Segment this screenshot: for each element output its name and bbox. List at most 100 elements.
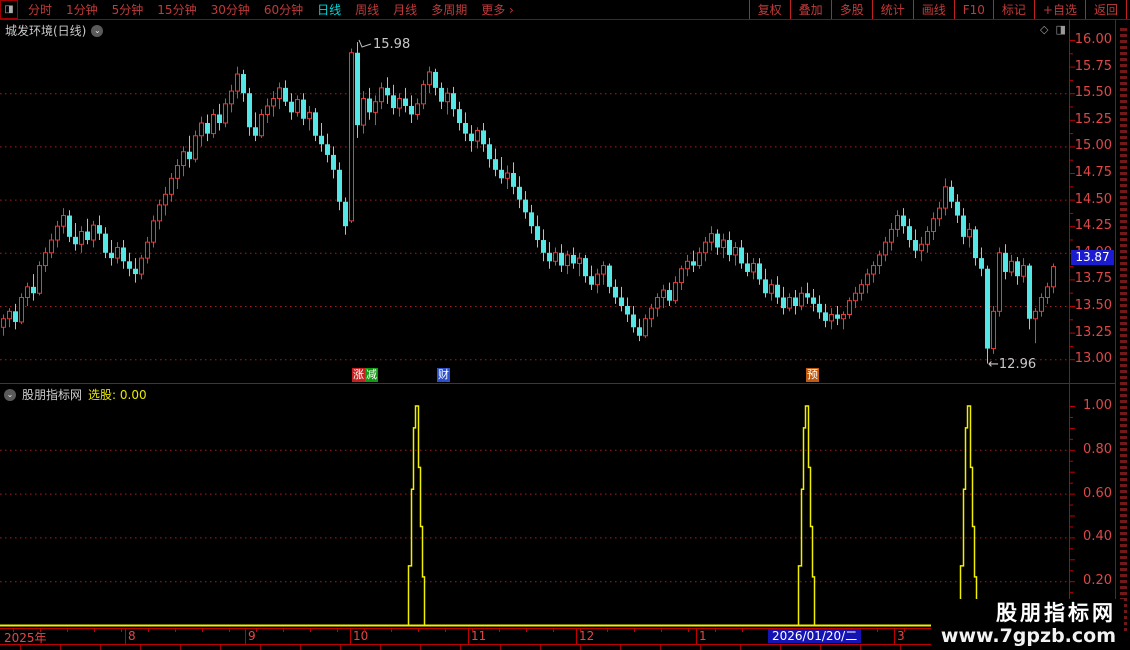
bottom-tick [540, 645, 541, 650]
date-minor-tick [904, 628, 905, 632]
bottom-tick [860, 645, 861, 650]
top-toolbar: ◨ 分时 1分钟 5分钟 15分钟 30分钟 60分钟 日线 周线 月线 多周期 更多 › 复权 叠加… [0, 0, 1130, 20]
date-minor-tick [13, 628, 14, 632]
event-marker[interactable]: 减 [365, 368, 378, 382]
month-separator [125, 628, 126, 644]
indicator-value: 选股: 0.00 [88, 388, 147, 402]
date-minor-tick [310, 628, 311, 632]
month-separator [350, 628, 351, 644]
bottom-tick [500, 645, 501, 650]
date-minor-tick [148, 628, 149, 632]
month-label: 8 [128, 629, 136, 643]
bottom-tick [220, 645, 221, 650]
event-marker[interactable]: 涨 [352, 368, 365, 382]
indicator-tick-label: 0.20 [1083, 573, 1112, 589]
period-tab-6[interactable]: 日线 [317, 3, 342, 17]
bottom-tick [820, 645, 821, 650]
panel-toggle-icon[interactable]: ◨ [1055, 23, 1066, 36]
event-marker[interactable]: 预 [806, 368, 819, 382]
indicator-header: ⌄ 股朋指标网 选股: 0.00 [4, 386, 147, 403]
watermark-url: www.7gpzb.com [940, 625, 1116, 647]
period-tab-2[interactable]: 5分钟 [111, 3, 144, 17]
date-minor-tick [94, 628, 95, 632]
action-button-3[interactable]: 统计 [871, 0, 913, 19]
price-tick-label: 15.75 [1074, 58, 1112, 74]
bottom-tick [380, 645, 381, 650]
bottom-tick [460, 645, 461, 650]
price-tick-label: 14.75 [1074, 165, 1112, 180]
date-minor-tick [256, 628, 257, 632]
low-price-annotation: ←12.96 [988, 357, 1037, 372]
date-axis: 2025年 2026/01/20/二 8 9 10 11 12 1 3 [0, 628, 1130, 645]
action-button-0[interactable]: 复权 [748, 0, 790, 19]
year-label: 2025年 [4, 631, 47, 645]
bottom-tick [420, 645, 421, 650]
action-button-2[interactable]: 多股 [830, 0, 872, 19]
period-tab-4[interactable]: 30分钟 [210, 3, 250, 17]
bottom-tick [900, 645, 901, 650]
period-tab-8[interactable]: 月线 [393, 3, 418, 17]
indicator-tick-label: 1.00 [1083, 398, 1112, 413]
date-minor-tick [634, 628, 635, 632]
action-buttons: 复权 叠加 多股 统计 画线 F10 标记 +自选 返回 [748, 0, 1127, 19]
date-minor-tick [499, 628, 500, 632]
event-marker[interactable]: 财 [437, 368, 450, 382]
price-tick-label: 15.25 [1074, 111, 1112, 127]
date-minor-tick [40, 628, 41, 632]
bottom-tick [620, 645, 621, 650]
chevron-down-icon[interactable]: ⌄ [4, 388, 16, 401]
period-tab-3[interactable]: 15分钟 [157, 3, 197, 17]
bottom-tick [140, 645, 141, 650]
date-minor-tick [472, 628, 473, 632]
indicator-name[interactable]: 股朋指标网 [22, 388, 83, 402]
bottom-tick [660, 645, 661, 650]
date-minor-tick [67, 628, 68, 632]
indicator-spike [407, 405, 426, 625]
date-minor-tick [526, 628, 527, 632]
price-tick-label: 15.50 [1074, 85, 1112, 101]
period-tab-5[interactable]: 60分钟 [263, 3, 304, 17]
layout-toggle-icon[interactable]: ◨ [0, 0, 18, 19]
diamond-icon[interactable]: ◇ [1040, 23, 1049, 36]
chart-title-row: 城发环境(日线) ⌄ [5, 22, 104, 39]
action-button-1[interactable]: 叠加 [789, 0, 831, 19]
action-button-5[interactable]: F10 [953, 0, 993, 19]
bottom-tick [780, 645, 781, 650]
indicator-axis: 1.00 0.80 0.60 0.40 0.20 [1070, 20, 1115, 650]
action-button-8[interactable]: 返回 [1084, 0, 1127, 19]
period-tab-1[interactable]: 1分钟 [66, 3, 98, 17]
action-button-6[interactable]: 标记 [992, 0, 1034, 19]
price-axis: 16.00 15.75 15.50 15.25 15.00 14.75 14.50 14.25… [1070, 20, 1115, 650]
price-tick-label: 13.00 [1074, 351, 1112, 367]
date-minor-tick [445, 628, 446, 632]
action-button-7[interactable]: +自选 [1033, 0, 1085, 19]
price-tick-label: 13.75 [1074, 271, 1112, 287]
date-minor-tick [229, 628, 230, 632]
date-minor-tick [391, 628, 392, 632]
collapsed-panel-texture [1120, 28, 1127, 634]
month-label: 3 [897, 629, 905, 643]
last-price-badge: 13.87 [1071, 250, 1114, 265]
chevron-down-icon[interactable]: ⌄ [91, 24, 104, 37]
collapsed-right-panel[interactable] [1115, 20, 1130, 650]
month-separator [576, 628, 577, 644]
month-label: 11 [471, 629, 487, 643]
date-minor-tick [742, 628, 743, 632]
action-button-4[interactable]: 画线 [912, 0, 954, 19]
date-minor-tick [121, 628, 122, 632]
month-label: 12 [579, 629, 595, 643]
price-tick-label: 13.50 [1074, 298, 1112, 313]
date-minor-tick [607, 628, 608, 632]
indicator-tick-label: 0.80 [1083, 441, 1112, 457]
period-tab-7[interactable]: 周线 [355, 3, 380, 17]
watermark-site-name: 股朋指标网 [996, 601, 1116, 625]
period-tab-9[interactable]: 多周期 [431, 3, 468, 17]
price-tick-label: 15.00 [1074, 138, 1112, 154]
period-tab-10[interactable]: 更多 › [481, 3, 514, 17]
month-separator [894, 628, 895, 644]
period-tab-0[interactable]: 分时 [28, 3, 53, 17]
indicator-tick-label: 0.40 [1083, 529, 1112, 545]
month-separator [696, 628, 697, 644]
bottom-tick [700, 645, 701, 650]
